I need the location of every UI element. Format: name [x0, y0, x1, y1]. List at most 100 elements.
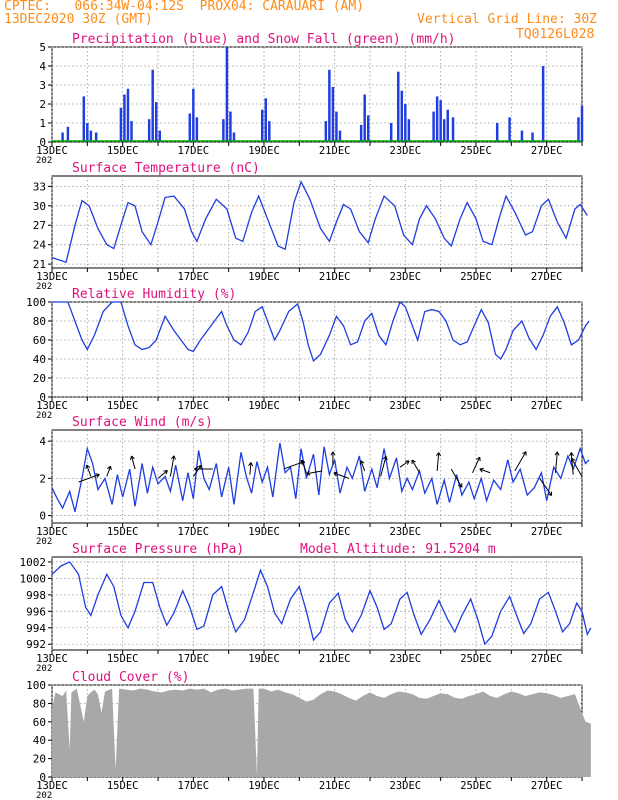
wind-vector-head — [306, 470, 311, 476]
x-tick-label: 17DEC — [178, 271, 210, 283]
x-tick-label: 23DEC — [390, 526, 422, 538]
y-tick-label: 80 — [33, 315, 46, 328]
panel-cloud — [48, 684, 591, 781]
precip-bar — [89, 130, 93, 142]
precip-bar — [531, 132, 534, 142]
y-tick-label: 992 — [26, 638, 46, 651]
precip-bar — [442, 119, 446, 142]
y-tick-label: 100 — [26, 679, 46, 692]
x-year-label: 202 — [36, 282, 52, 292]
wind-vector — [78, 474, 100, 483]
panel-title: Precipitation (blue) and Snow Fall (gree… — [72, 32, 456, 47]
wind-vector — [436, 452, 440, 471]
x-tick-label: 23DEC — [390, 653, 422, 665]
panel-annotation: Model Altitude: 91.5204 m — [300, 542, 496, 557]
x-tick-label: 25DEC — [460, 400, 492, 412]
wind-vector-head — [359, 460, 365, 465]
wind-vector-head — [85, 464, 91, 470]
wind-vector-head — [107, 465, 112, 471]
precip-bar — [188, 113, 192, 142]
wind-vector — [399, 460, 410, 468]
wind-vector-head — [570, 457, 576, 463]
wind-vector-head — [458, 483, 463, 488]
precip-bar — [577, 117, 580, 142]
precip-bar — [232, 132, 236, 142]
x-tick-label: 23DEC — [390, 780, 422, 792]
panel-precip — [48, 46, 584, 146]
x-tick-label: 27DEC — [531, 653, 563, 665]
panel-title: Cloud Cover (%) — [72, 670, 189, 685]
precip-bar — [147, 119, 151, 142]
precip-bar — [154, 102, 158, 142]
precip-bar — [66, 126, 70, 142]
panel-title: Surface Temperature (nC) — [72, 161, 260, 176]
x-tick-label: 19DEC — [248, 653, 280, 665]
precip-bar — [366, 115, 370, 142]
x-tick-label: 19DEC — [248, 780, 280, 792]
precip-bar — [400, 90, 404, 142]
precip-bar — [264, 98, 268, 142]
wind-vector — [157, 470, 168, 479]
precip-bar — [222, 119, 225, 142]
precip-bar — [130, 121, 133, 142]
header-product-code: TQ0126L028 — [516, 27, 595, 42]
precip-bar — [404, 104, 407, 142]
header-location: CPTEC: 066:34W-04:12S PROX04: CARAUARI (… — [4, 0, 365, 14]
y-tick-label: 1002 — [20, 556, 47, 569]
x-tick-label: 21DEC — [319, 400, 351, 412]
wind-vector-head — [435, 452, 441, 457]
precip-bar — [86, 123, 89, 142]
y-tick-label: 5 — [39, 41, 46, 54]
x-tick-label: 17DEC — [178, 780, 210, 792]
x-tick-label: 17DEC — [178, 400, 210, 412]
x-tick-label: 13DEC — [36, 145, 68, 157]
precip-bar — [61, 132, 64, 142]
precip-bar — [260, 109, 264, 142]
x-tick-label: 27DEC — [531, 145, 563, 157]
precip-bar — [338, 130, 342, 142]
precip-bar — [407, 119, 411, 142]
wind-vector-head — [333, 471, 338, 477]
y-tick-label: 1000 — [20, 572, 47, 585]
y-tick-label: 30 — [33, 200, 46, 213]
wind-vector — [169, 455, 175, 477]
panel-pressure — [48, 556, 592, 654]
precip-bar — [229, 111, 232, 142]
wind-vector-head — [330, 451, 336, 456]
x-tick-label: 21DEC — [319, 145, 351, 157]
cloud-area — [52, 688, 591, 777]
y-tick-label: 27 — [33, 219, 46, 232]
header-date: 13DEC2020 30Z (GMT) — [4, 12, 153, 27]
panel-temperature — [48, 175, 588, 272]
y-tick-label: 0 — [39, 136, 46, 149]
x-tick-label: 25DEC — [460, 145, 492, 157]
precip-bar — [94, 132, 98, 142]
x-tick-label: 13DEC — [36, 653, 68, 665]
wind-vector-head — [547, 491, 553, 497]
panel-title: Relative Humidity (%) — [72, 287, 236, 302]
y-tick-label: 1 — [39, 117, 46, 130]
panel-frame — [51, 175, 583, 269]
x-tick-label: 23DEC — [390, 400, 422, 412]
wind-vector — [472, 456, 481, 473]
y-tick-label: 994 — [26, 622, 46, 635]
x-tick-label: 23DEC — [390, 145, 422, 157]
wind-vector — [301, 459, 307, 473]
wind-vector — [249, 462, 252, 475]
y-tick-label: 0 — [39, 510, 46, 523]
y-tick-label: 2 — [39, 472, 46, 485]
x-tick-label: 15DEC — [107, 653, 139, 665]
x-tick-label: 17DEC — [178, 145, 210, 157]
wind-vector — [450, 468, 463, 488]
precip-bar — [328, 69, 331, 142]
precip-bar — [151, 69, 154, 142]
precip-bar — [435, 96, 439, 142]
precip-bar — [123, 94, 126, 142]
x-year-label: 202 — [36, 791, 52, 800]
x-tick-label: 21DEC — [319, 526, 351, 538]
precip-bar — [446, 109, 449, 142]
precip-bar — [363, 94, 366, 142]
wind-vector-head — [171, 455, 176, 460]
x-tick-label: 15DEC — [107, 780, 139, 792]
wind-vector — [571, 458, 583, 477]
